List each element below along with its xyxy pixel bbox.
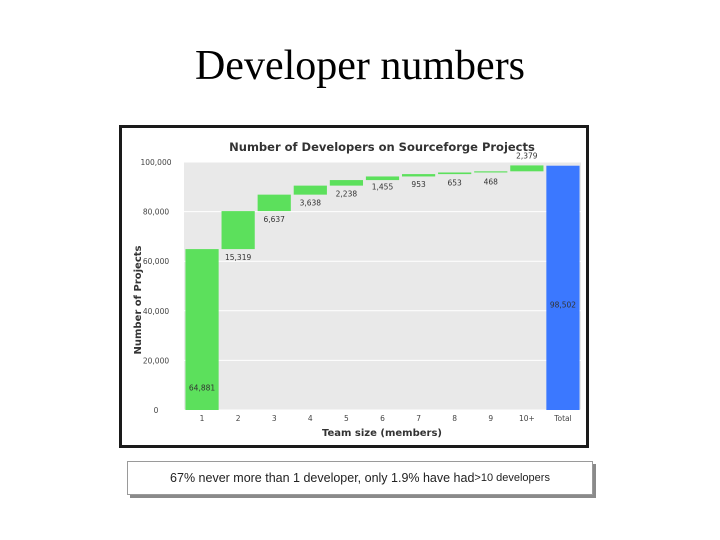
bar-team-size-6 bbox=[365, 176, 400, 181]
y-tick-label: 80,000 bbox=[143, 208, 169, 217]
y-axis-label: Number of Projects bbox=[133, 245, 144, 354]
y-tick-label: 0 bbox=[154, 406, 159, 415]
x-tick-label: 9 bbox=[488, 414, 493, 423]
bar-total bbox=[546, 165, 580, 410]
plot-area bbox=[184, 162, 581, 410]
y-tick-label: 20,000 bbox=[143, 356, 169, 365]
x-axis-ticks: 1 2 3 4 5 6 7 8 9 10+ Total bbox=[200, 414, 572, 423]
bar-team-size-5 bbox=[329, 180, 364, 186]
x-tick-label: 6 bbox=[380, 414, 385, 423]
y-tick-label: 100,000 bbox=[140, 158, 171, 167]
data-labels: 64,881 15,319 6,637 3,638 2,238 1,455 953 653 46… bbox=[189, 151, 576, 392]
caption-text: 67% never more than 1 developer, only 1.… bbox=[170, 471, 475, 485]
data-label: 3,638 bbox=[300, 199, 322, 208]
x-tick-label: 7 bbox=[416, 414, 421, 423]
bar-team-size-8 bbox=[438, 172, 472, 175]
bar-team-size-3 bbox=[257, 194, 291, 212]
y-tick-label: 40,000 bbox=[143, 307, 169, 316]
bar-team-size-4 bbox=[293, 185, 327, 195]
x-tick-label: 8 bbox=[452, 414, 457, 423]
x-tick-label: 5 bbox=[344, 414, 349, 423]
x-tick-label: 10+ bbox=[519, 414, 535, 423]
x-tick-label: 1 bbox=[200, 414, 205, 423]
bar-team-size-9 bbox=[474, 171, 508, 173]
data-label: 2,379 bbox=[516, 151, 538, 160]
bar-team-size-7 bbox=[401, 174, 436, 177]
data-label: 15,319 bbox=[225, 253, 251, 262]
y-axis-ticks: 0 20,000 40,000 60,000 80,000 100,000 bbox=[140, 158, 171, 415]
data-label: 653 bbox=[448, 178, 463, 187]
data-label: 953 bbox=[411, 180, 426, 189]
bar-team-size-1 bbox=[185, 249, 219, 410]
x-axis-label: Team size (members) bbox=[322, 428, 442, 439]
data-label: 98,502 bbox=[550, 300, 576, 309]
data-label: 64,881 bbox=[189, 384, 215, 393]
chart-title: Number of Developers on Sourceforge Proj… bbox=[229, 140, 535, 154]
data-label: 6,637 bbox=[263, 215, 285, 224]
bar-team-size-2 bbox=[221, 211, 255, 250]
caption-text-small: >10 developers bbox=[474, 472, 550, 484]
slide-title: Developer numbers bbox=[194, 43, 526, 89]
y-tick-label: 60,000 bbox=[143, 257, 169, 266]
x-tick-label: 4 bbox=[308, 414, 313, 423]
caption-box: 67% never more than 1 developer, only 1.… bbox=[127, 461, 593, 495]
x-tick-label: 2 bbox=[236, 414, 241, 423]
data-label: 468 bbox=[484, 177, 499, 186]
data-label: 1,455 bbox=[372, 182, 394, 191]
x-tick-label: 3 bbox=[272, 414, 277, 423]
bars bbox=[185, 165, 580, 410]
x-tick-label: Total bbox=[553, 414, 572, 423]
data-label: 2,238 bbox=[336, 190, 358, 199]
bar-team-size-10plus bbox=[510, 165, 544, 172]
chart-frame: 64,881 15,319 6,637 3,638 2,238 1,455 953 653 46… bbox=[119, 125, 589, 448]
